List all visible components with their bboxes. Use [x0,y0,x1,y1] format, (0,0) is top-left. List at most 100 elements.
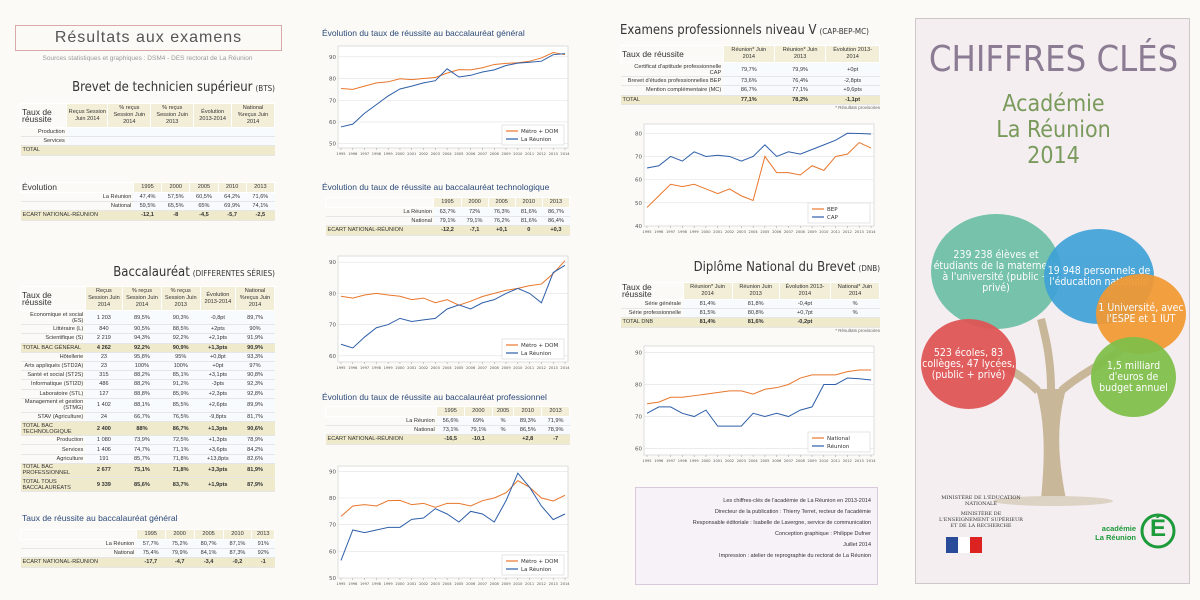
cell: 75,1% [122,463,162,479]
header-cell: % reçus Session Juin 2013 [150,103,195,128]
x-tick-label: 2008 [796,459,806,463]
x-tick-label: 1999 [384,582,394,586]
cell: 71,1% [161,444,201,455]
legend-label: Métro + DOM [521,342,558,349]
header-cell: 1995 [436,406,465,417]
header-cell: Taux de réussite [20,286,86,311]
credits: Les chiffres-clés de l'académie de La Ré… [635,487,878,585]
x-tick-label: 2011 [525,152,534,156]
x-tick-label: 2012 [537,152,546,156]
header-cell: Taux de réussite [620,45,724,63]
cell: 82,6% [235,454,275,464]
cell: National [325,216,434,227]
credit-line: Juillet 2014 [843,542,871,548]
row: Services [20,136,275,147]
header-cell: Évolution [20,182,134,193]
header-cell: Taux de réussite [620,282,684,300]
y-tick-label: 80 [329,77,336,83]
year: 2014 [1027,143,1080,169]
table-host: Taux de réussite Reçus Session Juin 2014%… [20,286,275,493]
cell: ECART NATIONAL-RÉUNION [325,434,437,445]
cell: +9,6pts [825,85,880,96]
cell: 87,3% [223,548,252,559]
x-tick-label: 2014 [560,582,570,586]
cell: -1 [251,557,275,568]
cell: 81,7% [235,412,275,423]
y-tick-label: 50 [329,576,336,582]
cell: 73,1% [436,425,465,436]
x-tick-label: 1995 [642,459,651,463]
x-tick-label: 1996 [348,582,358,586]
cell: -10,1 [464,434,493,445]
cell: Informatique (STI2D) [20,379,86,390]
cell: Scientifique (S) [20,333,86,344]
cell: 89,7% [235,310,275,326]
x-tick-label: 2002 [725,230,734,234]
cell: -17,7 [136,557,166,568]
suffix: (DNB) [858,264,880,273]
y-tick-label: 40 [635,224,642,230]
x-tick-label: 2001 [407,366,416,370]
x-tick-label: 1998 [372,582,382,586]
legend-label: La Réunion [521,350,552,357]
cell: 85,6% [122,477,162,493]
row: TOTAL BAC TECHNOLOGIQUE 2 400 88% 86,7% +1,3… [20,421,275,437]
x-tick-label: 2000 [701,459,711,463]
header-row: Taux de réussite Réunion* Juin 2014 Réunio… [620,282,880,300]
cell [66,136,108,147]
x-tick-label: 1995 [336,582,345,586]
header-cell: 1995 [132,182,163,193]
x-tick-label: 2004 [443,366,453,370]
chart-host: 50 60 70 80 90 1995 1996 1997 1998 1999 2000 2001 20… [322,42,572,165]
row: Laboratoire (STL) 127 88,8% 85,9% +2,3pts 92,… [20,389,275,399]
x-tick-label: 2001 [713,459,722,463]
cell: -5,7 [218,210,247,221]
row: TOTAL BAC GÉNÉRAL 4 262 92,2% 90,9% +1,3pts 9… [20,343,275,353]
cell: 85,7% [122,454,162,464]
cell: 84,1% [194,548,224,559]
x-tick-label: 2007 [478,152,487,156]
x-tick-label: 2007 [784,230,793,234]
series-line [340,472,566,561]
cell: 72,5% [161,435,201,446]
title: Baccalauréat [113,265,190,280]
row: Production [20,127,275,138]
x-tick-label: 1997 [666,459,675,463]
cell: -7 [541,434,570,445]
logo: académie [1101,524,1136,533]
credit-line: Les chiffres-clés de l'académie de La Ré… [723,498,871,504]
cell: 88,2% [122,379,162,390]
x-tick-label: 1998 [372,366,382,370]
y-tick-label: 60 [329,120,336,126]
cell: 79,1% [464,425,493,436]
data-table: Taux de réussite Réunion* Juin 2014 Réunio… [620,282,880,328]
cell [150,136,194,147]
x-tick-label: 2003 [737,230,746,234]
cell: 81,5% [683,308,733,319]
chart-host: 50 60 70 80 90 1995 1996 1997 1998 1999 2000 2001 20… [322,462,572,595]
legend-box [501,124,565,146]
cell: 73,9% [122,435,162,446]
credit-line: Directeur de la publication : Thierry Te… [714,509,871,515]
x-tick-label: 2004 [749,230,759,234]
cell: La Réunion [325,207,434,218]
bubble: 1,5 milliard d'euros de budget annuel [1091,337,1176,417]
cell: ECART NATIONAL-RÉUNION [325,225,434,236]
cell: 1 203 [85,310,123,326]
row: Mention complémentaire (MC) 86,7% 77,1% +9,… [620,85,880,96]
header-cell: 2000 [463,406,493,417]
cell [193,127,232,138]
x-tick-label: 2010 [819,459,829,463]
header-cell: Évolution 2013-2014 [825,45,880,63]
cell: 56,6% [436,416,465,427]
cell [231,127,275,138]
cell: % [830,299,880,310]
cell: 89,9% [235,398,275,413]
cell: 71,9% [541,416,570,427]
cell [231,145,275,156]
row: La Réunion 63,7% 72% 76,3% 81,6% 86,7% [325,207,570,218]
cell: 1 080 [85,435,123,446]
header-cell: Réunion* Juin 2013 [773,45,827,63]
suffix: (DIFFERENTES SÉRIES) [192,269,275,278]
row: National 73,1% 79,1%% 86,5% 78,9% [325,425,570,436]
